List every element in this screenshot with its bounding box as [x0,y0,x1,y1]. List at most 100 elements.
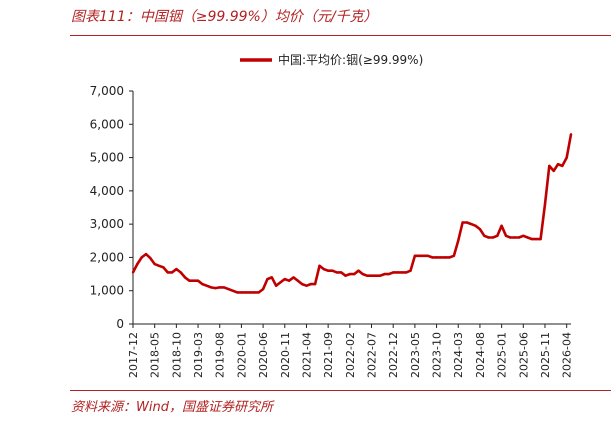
data-point [244,291,247,294]
data-point [318,264,321,267]
data-point [162,266,165,269]
data-point [517,236,521,239]
data-point [530,237,534,241]
title-divider [70,35,611,36]
data-point [461,221,464,224]
y-tick-label: 3,000 [90,217,124,231]
data-point [218,286,221,289]
data-point [287,279,291,282]
data-point [400,271,404,274]
data-point [483,234,486,237]
data-point [283,277,286,281]
data-point [509,236,512,239]
data-point [379,274,382,277]
data-point [274,284,278,287]
y-tick-label: 6,000 [90,117,124,131]
data-point [348,272,351,276]
data-point [452,254,456,257]
data-point [435,256,438,259]
data-point [561,164,564,168]
data-point [357,269,360,272]
data-point [144,252,148,256]
data-point [201,282,204,286]
data-point [296,279,299,282]
data-point [149,256,152,260]
x-tick-label: 2025-11 [539,332,552,378]
data-point [431,256,434,259]
data-point [409,269,412,272]
x-tick-label: 2024-08 [474,332,487,378]
data-point [270,276,273,279]
legend: 中国:平均价:铟(≥99.99%) [240,52,423,67]
data-point [227,287,230,291]
data-point [396,271,399,274]
x-tick-label: 2018-05 [149,332,162,378]
data-point [470,222,473,226]
data-point [444,256,447,259]
data-point [405,271,408,274]
x-tick-label: 2023-05 [409,332,422,378]
data-point [513,236,516,239]
data-point [222,286,226,289]
data-point [192,279,195,282]
data-point [205,284,208,287]
data-point [136,262,139,266]
data-point [209,286,213,289]
y-tick-label: 5,000 [90,151,124,165]
x-tick-label: 2020-11 [279,332,292,378]
data-point [426,254,430,257]
x-tick-label: 2025-01 [496,332,509,378]
data-point [539,237,542,241]
data-point [331,269,334,272]
data-point [422,254,425,257]
data-point [170,271,174,274]
figure-source: 资料来源：Wind，国盛证券研究所 [71,400,273,415]
data-point [370,274,373,277]
data-point [491,236,495,239]
data-point [157,264,161,267]
data-point [344,274,347,277]
data-point [292,276,295,279]
x-tick-label: 2021-04 [300,332,313,378]
data-point [166,271,169,274]
x-ticks: 2017-12 2018-05 2018-10 2019-03 2019-08 2020-… [127,324,574,378]
data-point [131,271,135,274]
data-point [478,227,482,231]
data-point [309,282,312,286]
data-point [374,274,378,277]
x-tick-label: 2019-03 [192,332,205,378]
data-point [474,224,477,227]
data-point [257,291,260,294]
plot-area [131,133,573,294]
data-point [552,169,555,173]
data-point [322,267,325,271]
data-point [183,276,187,279]
data-point [457,239,460,242]
data-point [140,256,143,259]
y-tick-label: 4,000 [90,184,124,198]
figure-title: 图表111：中国铟（≥99.99%）均价（元/千克） [71,9,378,25]
x-tick-label: 2025-06 [517,332,530,378]
data-point [153,262,156,266]
data-point [383,272,386,276]
x-tick-label: 2022-02 [344,332,357,378]
y-ticks: 0 1,000 2,000 3,000 4,000 5,000 6,000 7,000 [90,84,133,331]
x-tick-label: 2026-04 [561,332,574,378]
data-point [305,284,308,287]
data-point [448,256,451,259]
data-point [543,203,547,206]
data-point [353,272,356,276]
data-point [496,234,499,237]
y-tick-label: 0 [116,317,124,331]
x-tick-label: 2020-01 [235,332,248,378]
data-point [418,254,421,257]
x-tick-label: 2024-03 [452,332,465,378]
data-point [188,279,191,282]
data-point [231,289,234,292]
data-point [248,291,252,294]
data-point [504,234,508,237]
x-tick-label: 2019-08 [214,332,227,378]
data-point [500,224,503,227]
x-tick-label: 2020-06 [257,332,270,378]
